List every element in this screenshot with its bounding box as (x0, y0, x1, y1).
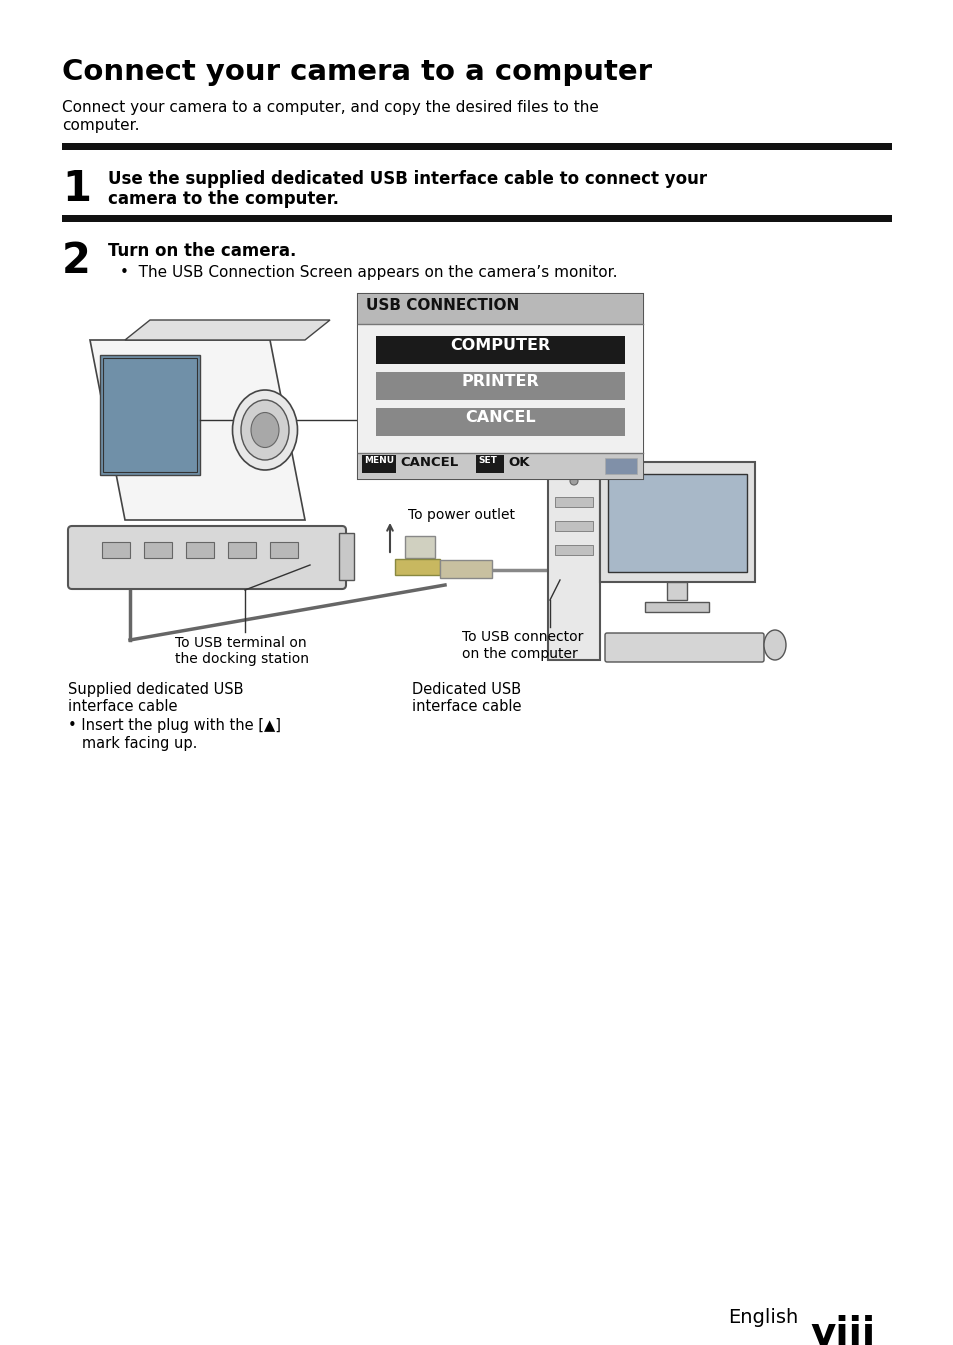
Text: mark facing up.: mark facing up. (68, 736, 197, 751)
Bar (228, 542, 255, 558)
Bar (338, 533, 354, 580)
Text: Connect your camera to a computer: Connect your camera to a computer (62, 58, 651, 86)
Text: •  The USB Connection Screen appears on the camera’s monitor.: • The USB Connection Screen appears on t… (120, 265, 617, 280)
Text: To USB connector: To USB connector (461, 629, 583, 644)
Ellipse shape (763, 629, 785, 660)
Ellipse shape (251, 413, 278, 448)
Polygon shape (125, 320, 330, 340)
Bar (102, 542, 130, 558)
Bar (555, 545, 593, 555)
Text: on the computer: on the computer (461, 647, 578, 660)
Text: camera to the computer.: camera to the computer. (108, 190, 338, 208)
Bar (375, 408, 624, 436)
Bar (405, 537, 435, 558)
Text: Dedicated USB: Dedicated USB (412, 682, 520, 697)
Bar (357, 324, 642, 453)
Bar (375, 373, 624, 399)
Text: To power outlet: To power outlet (408, 508, 515, 522)
Text: 2: 2 (62, 239, 91, 282)
Text: Connect your camera to a computer, and copy the desired files to the: Connect your camera to a computer, and c… (62, 100, 598, 116)
Bar (555, 521, 593, 531)
Text: CANCEL: CANCEL (399, 456, 457, 469)
Bar (144, 542, 172, 558)
Bar (62, 215, 891, 222)
Bar (361, 455, 395, 473)
Text: Supplied dedicated USB: Supplied dedicated USB (68, 682, 243, 697)
Bar (62, 143, 891, 151)
Bar (270, 542, 297, 558)
Text: MENU: MENU (364, 456, 394, 465)
Polygon shape (90, 340, 305, 521)
Bar (476, 455, 503, 473)
Bar (357, 295, 642, 479)
Bar (375, 336, 624, 364)
Ellipse shape (241, 399, 289, 460)
Bar (439, 560, 492, 578)
Text: interface cable: interface cable (68, 699, 177, 714)
Bar (395, 560, 439, 576)
Text: Use the supplied dedicated USB interface cable to connect your: Use the supplied dedicated USB interface… (108, 169, 706, 188)
Ellipse shape (233, 390, 297, 469)
Text: PRINTER: PRINTER (461, 374, 538, 389)
Text: 1: 1 (62, 168, 91, 210)
Text: Turn on the camera.: Turn on the camera. (108, 242, 296, 260)
Bar (604, 459, 637, 473)
FancyBboxPatch shape (68, 526, 346, 589)
Bar (103, 358, 196, 472)
Bar (357, 453, 642, 479)
Bar (599, 461, 754, 582)
Ellipse shape (569, 477, 578, 486)
FancyBboxPatch shape (604, 633, 763, 662)
Text: CANCEL: CANCEL (465, 410, 536, 425)
Text: SET: SET (477, 456, 497, 465)
Text: computer.: computer. (62, 118, 139, 133)
Text: • Insert the plug with the [▲]: • Insert the plug with the [▲] (68, 718, 281, 733)
Bar (666, 582, 686, 600)
Bar (555, 498, 593, 507)
Bar (547, 465, 599, 660)
Bar (357, 295, 642, 324)
Polygon shape (100, 355, 200, 475)
Text: interface cable: interface cable (412, 699, 521, 714)
Text: viii: viii (809, 1315, 874, 1345)
Text: COMPUTER: COMPUTER (450, 338, 550, 352)
Bar (186, 542, 213, 558)
Bar (644, 603, 708, 612)
Text: USB CONNECTION: USB CONNECTION (366, 299, 518, 313)
Text: the docking station: the docking station (174, 652, 309, 666)
Text: To USB terminal on: To USB terminal on (174, 636, 306, 650)
Bar (607, 473, 746, 572)
Text: OK: OK (507, 456, 529, 469)
Text: English: English (727, 1307, 797, 1328)
